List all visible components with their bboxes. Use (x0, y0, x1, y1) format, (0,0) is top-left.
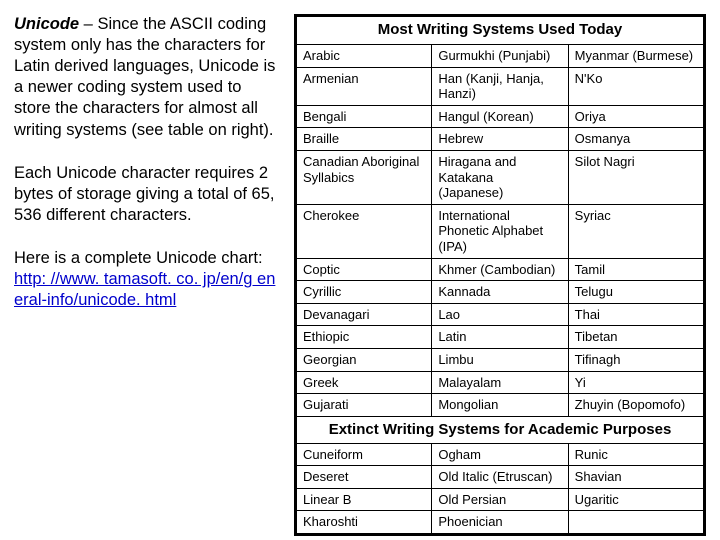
table-cell: Cuneiform (296, 443, 432, 466)
table-header-extinct: Extinct Writing Systems for Academic Pur… (296, 416, 705, 443)
term-unicode: Unicode (14, 15, 79, 33)
table-cell: Latin (432, 326, 568, 349)
table-row: BrailleHebrewOsmanya (296, 128, 705, 151)
table-cell: Bengali (296, 105, 432, 128)
table-cell: Braille (296, 128, 432, 151)
table-cell: Ethiopic (296, 326, 432, 349)
table-cell: Gurmukhi (Punjabi) (432, 45, 568, 68)
table-cell (568, 511, 704, 535)
table-row: EthiopicLatinTibetan (296, 326, 705, 349)
table-cell: Silot Nagri (568, 150, 704, 204)
paragraph-3-lead: Here is a complete Unicode chart: (14, 249, 263, 267)
table-cell: Mongolian (432, 394, 568, 417)
paragraph-1: Unicode – Since the ASCII coding system … (14, 14, 276, 141)
left-column: Unicode – Since the ASCII coding system … (14, 14, 276, 526)
table-cell: Tifinagh (568, 348, 704, 371)
table-row: CyrillicKannadaTelugu (296, 281, 705, 304)
table-row: Linear BOld PersianUgaritic (296, 488, 705, 511)
table-row: GujaratiMongolianZhuyin (Bopomofo) (296, 394, 705, 417)
table-cell: Hebrew (432, 128, 568, 151)
table-cell: Arabic (296, 45, 432, 68)
table-row: KharoshtiPhoenician (296, 511, 705, 535)
table-cell: Yi (568, 371, 704, 394)
table-row: Canadian Aboriginal SyllabicsHiragana an… (296, 150, 705, 204)
table-row: GeorgianLimbuTifinagh (296, 348, 705, 371)
table-cell: Linear B (296, 488, 432, 511)
table-cell: Syriac (568, 204, 704, 258)
table-cell: Zhuyin (Bopomofo) (568, 394, 704, 417)
table-cell: Malayalam (432, 371, 568, 394)
right-column: Most Writing Systems Used Today ArabicGu… (294, 14, 706, 526)
table-cell: Khmer (Cambodian) (432, 258, 568, 281)
table-cell: International Phonetic Alphabet (IPA) (432, 204, 568, 258)
table-cell: Cyrillic (296, 281, 432, 304)
paragraph-3: Here is a complete Unicode chart: http: … (14, 248, 276, 311)
table-cell: Tibetan (568, 326, 704, 349)
table-cell: Cherokee (296, 204, 432, 258)
table-row: ArmenianHan (Kanji, Hanja, Hanzi)N'Ko (296, 67, 705, 105)
table-cell: Shavian (568, 466, 704, 489)
table-cell: Tamil (568, 258, 704, 281)
unicode-chart-link[interactable]: http: //www. tamasoft. co. jp/en/g enera… (14, 270, 275, 309)
table-cell: Gujarati (296, 394, 432, 417)
table-cell: Phoenician (432, 511, 568, 535)
table-row: DevanagariLaoThai (296, 303, 705, 326)
table-cell: Thai (568, 303, 704, 326)
table-cell: Greek (296, 371, 432, 394)
table-cell: Han (Kanji, Hanja, Hanzi) (432, 67, 568, 105)
table-cell: Lao (432, 303, 568, 326)
table-cell: Telugu (568, 281, 704, 304)
writing-systems-table: Most Writing Systems Used Today ArabicGu… (294, 14, 706, 536)
table-cell: Ogham (432, 443, 568, 466)
table-row: CuneiformOghamRunic (296, 443, 705, 466)
table-cell: Runic (568, 443, 704, 466)
table-cell: Coptic (296, 258, 432, 281)
table-cell: Deseret (296, 466, 432, 489)
table-cell: Old Italic (Etruscan) (432, 466, 568, 489)
table-cell: Kharoshti (296, 511, 432, 535)
table-cell: Devanagari (296, 303, 432, 326)
table-row: CopticKhmer (Cambodian)Tamil (296, 258, 705, 281)
table-row: BengaliHangul (Korean)Oriya (296, 105, 705, 128)
table-row: ArabicGurmukhi (Punjabi)Myanmar (Burmese… (296, 45, 705, 68)
table-cell: Osmanya (568, 128, 704, 151)
table-cell: Hiragana and Katakana (Japanese) (432, 150, 568, 204)
table-row: GreekMalayalamYi (296, 371, 705, 394)
table-row: CherokeeInternational Phonetic Alphabet … (296, 204, 705, 258)
table-cell: N'Ko (568, 67, 704, 105)
table-row: DeseretOld Italic (Etruscan)Shavian (296, 466, 705, 489)
table-cell: Oriya (568, 105, 704, 128)
paragraph-1-body: – Since the ASCII coding system only has… (14, 15, 275, 139)
table-cell: Limbu (432, 348, 568, 371)
table-cell: Myanmar (Burmese) (568, 45, 704, 68)
table-cell: Kannada (432, 281, 568, 304)
table-cell: Canadian Aboriginal Syllabics (296, 150, 432, 204)
table-cell: Hangul (Korean) (432, 105, 568, 128)
table-cell: Old Persian (432, 488, 568, 511)
table-cell: Ugaritic (568, 488, 704, 511)
table-cell: Georgian (296, 348, 432, 371)
paragraph-2: Each Unicode character requires 2 bytes … (14, 163, 276, 226)
table-header-most-used: Most Writing Systems Used Today (296, 16, 705, 45)
table-cell: Armenian (296, 67, 432, 105)
